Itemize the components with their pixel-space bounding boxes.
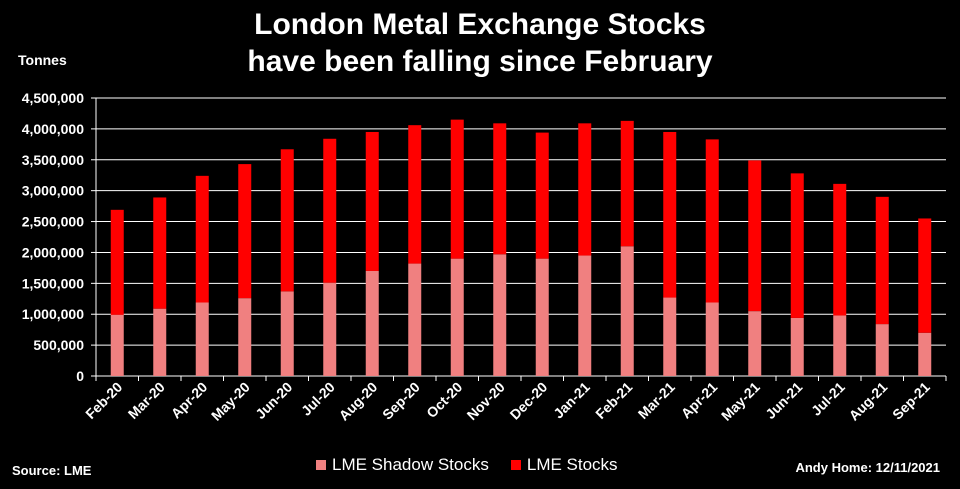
bar-lme-stocks: [535, 132, 549, 259]
bar-shadow-stocks: [450, 258, 464, 376]
x-tick-label: Sep-20: [379, 379, 423, 423]
x-tick-label: May-21: [718, 379, 763, 424]
x-tick-label: Sep-21: [889, 379, 933, 423]
bar-shadow-stocks: [620, 246, 634, 376]
bar-lme-stocks: [833, 183, 847, 316]
y-tick-label: 1,000,000: [22, 306, 84, 322]
bar-shadow-stocks: [493, 254, 507, 376]
bar-lme-stocks: [663, 131, 677, 298]
bar-lme-stocks: [450, 119, 464, 259]
bar-lme-stocks: [493, 123, 507, 255]
chart-title: London Metal Exchange Stocks have been f…: [0, 6, 960, 80]
bar-shadow-stocks: [833, 315, 847, 376]
x-tick-label: Nov-20: [464, 379, 508, 423]
legend: LME Shadow Stocks LME Stocks: [316, 455, 640, 475]
x-tick-label: Dec-20: [507, 379, 551, 423]
y-tick-label: 1,500,000: [22, 275, 84, 291]
bar-shadow-stocks: [535, 258, 549, 376]
y-axis-label: Tonnes: [18, 52, 67, 68]
legend-item-lme-stocks: LME Stocks: [510, 455, 618, 475]
bar-shadow-stocks: [790, 317, 804, 376]
x-tick-label: Mar-20: [125, 379, 168, 422]
x-tick-label: May-20: [208, 379, 253, 424]
bar-lme-stocks: [110, 209, 124, 315]
bar-lme-stocks: [705, 139, 719, 303]
x-tick-label: Jul-20: [298, 379, 338, 419]
x-tick-label: Aug-20: [336, 379, 381, 424]
y-tick-label: 0: [76, 368, 84, 384]
x-tick-label: Oct-20: [423, 379, 465, 421]
author-credit: Andy Home: 12/11/2021: [795, 460, 940, 475]
legend-item-shadow-stocks: LME Shadow Stocks: [316, 455, 489, 475]
source-note: Source: LME: [12, 463, 92, 478]
y-tick-label: 500,000: [33, 337, 84, 353]
x-tick-label: Feb-21: [592, 379, 635, 422]
x-tick-label: Apr-20: [168, 379, 211, 422]
x-tick-label: Jul-21: [808, 379, 848, 419]
y-tick-label: 3,000,000: [22, 183, 84, 199]
bar-lme-stocks: [875, 196, 889, 325]
bar-lme-stocks: [578, 123, 592, 256]
bar-shadow-stocks: [578, 255, 592, 376]
bar-shadow-stocks: [663, 297, 677, 376]
bar-lme-stocks: [408, 125, 422, 264]
bar-lme-stocks: [280, 149, 294, 292]
x-tick-label: Aug-21: [846, 379, 891, 424]
legend-swatch-shadow-stocks: [316, 460, 326, 470]
bar-shadow-stocks: [110, 314, 124, 376]
bar-lme-stocks: [365, 131, 379, 271]
x-tick-label: Feb-20: [82, 379, 125, 422]
bar-lme-stocks: [153, 197, 167, 309]
x-tick-label: Jan-21: [550, 379, 593, 422]
bar-lme-stocks: [238, 164, 252, 299]
bar-shadow-stocks: [323, 282, 337, 376]
bar-lme-stocks: [323, 138, 337, 283]
y-tick-label: 2,500,000: [22, 214, 84, 230]
bar-shadow-stocks: [365, 270, 379, 376]
legend-label-lme-stocks: LME Stocks: [526, 455, 618, 474]
x-tick-label: Jun-21: [762, 379, 805, 422]
chart-title-line-2: have been falling since February: [247, 45, 713, 78]
chart-title-line-1: London Metal Exchange Stocks: [254, 8, 706, 41]
bar-lme-stocks: [918, 218, 932, 333]
bar-lme-stocks: [790, 173, 804, 318]
legend-swatch-lme-stocks: [510, 460, 521, 470]
bar-lme-stocks: [620, 120, 634, 247]
bar-shadow-stocks: [408, 263, 422, 376]
y-tick-label: 4,000,000: [22, 121, 84, 137]
bar-shadow-stocks: [875, 324, 889, 376]
bar-lme-stocks: [748, 160, 762, 312]
bar-shadow-stocks: [195, 302, 209, 376]
x-tick-label: Mar-21: [635, 379, 678, 422]
y-tick-label: 3,500,000: [22, 152, 84, 168]
bar-shadow-stocks: [748, 311, 762, 376]
y-tick-label: 2,000,000: [22, 244, 84, 260]
bar-shadow-stocks: [918, 332, 932, 376]
y-tick-label: 4,500,000: [22, 90, 84, 106]
bar-shadow-stocks: [705, 302, 719, 376]
bar-shadow-stocks: [153, 308, 167, 376]
bar-lme-stocks: [195, 175, 209, 303]
bar-shadow-stocks: [238, 298, 252, 376]
x-tick-label: Apr-21: [678, 379, 721, 422]
legend-label-shadow-stocks: LME Shadow Stocks: [332, 455, 489, 474]
x-tick-label: Jun-20: [252, 379, 295, 422]
bar-shadow-stocks: [280, 291, 294, 376]
